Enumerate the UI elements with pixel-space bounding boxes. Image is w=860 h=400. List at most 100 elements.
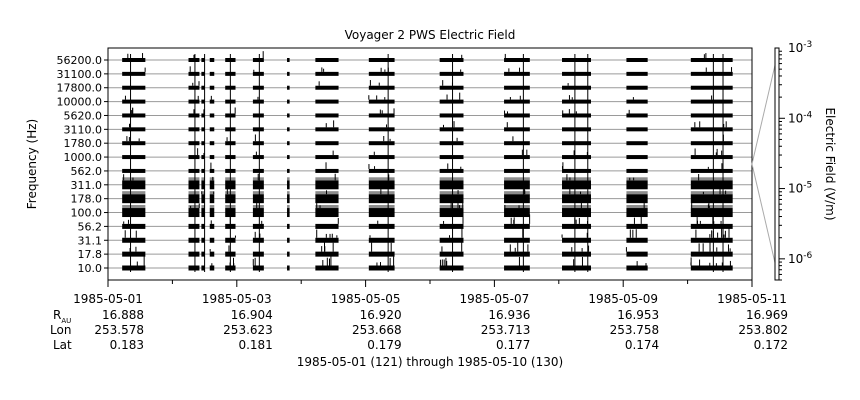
channel-segment <box>315 265 339 271</box>
channel-segment <box>368 113 395 118</box>
channel-segment <box>201 71 205 76</box>
channel-segment <box>315 194 339 204</box>
channel-segment <box>690 58 733 62</box>
channel-segment <box>122 85 146 90</box>
channel-segment <box>252 58 264 62</box>
spike-marks <box>123 51 733 272</box>
colorbar-label: Electric Field (V/m) <box>823 107 837 220</box>
channel-segment <box>690 223 733 229</box>
channel-segment <box>368 223 395 229</box>
channel-segment <box>252 237 264 243</box>
channel-segment <box>209 251 215 257</box>
channel-segment-band <box>690 191 733 195</box>
channel-segment <box>626 155 648 160</box>
channel-segment <box>188 58 200 62</box>
channel-segment <box>252 127 264 132</box>
channel-segment <box>626 237 648 243</box>
channel-segment <box>209 99 215 104</box>
channel-segment <box>504 99 530 104</box>
channel-segment-band <box>562 205 591 209</box>
channel-segment <box>188 99 200 104</box>
channel-segment <box>439 127 464 132</box>
channel-segment <box>315 168 339 173</box>
y-tick-label: 5620.0 <box>64 109 103 122</box>
channel-segment <box>122 168 146 173</box>
channel-segment <box>188 71 200 76</box>
channel-segment <box>504 251 530 257</box>
channel-segment <box>188 141 200 146</box>
channel-segment <box>252 71 264 76</box>
channel-segment <box>368 251 395 257</box>
channel-segment <box>439 85 464 90</box>
channel-segment-band <box>287 205 290 209</box>
channel-segment <box>626 194 648 204</box>
channel-segment-band <box>209 205 215 209</box>
channel-segment <box>122 127 146 132</box>
x-tick-label: 1985-05-07 <box>460 292 530 306</box>
channel-segment <box>209 113 215 118</box>
ephem-value-lon: 253.578 <box>94 323 144 337</box>
y-tick-label: 56200.0 <box>57 54 103 67</box>
channel-segment-band <box>504 205 530 209</box>
channel-segment <box>122 99 146 104</box>
y-tick-label: 10000.0 <box>57 96 103 109</box>
channel-segment <box>122 265 146 271</box>
channel-segment <box>209 208 215 218</box>
channel-segment <box>315 180 339 190</box>
colorbar-tick-label: 10-3 <box>788 40 812 55</box>
channel-segment <box>439 223 464 229</box>
channel-segment-band <box>188 177 200 181</box>
channel-segment <box>122 58 146 62</box>
channel-segment-band <box>315 177 339 181</box>
channel-segment <box>504 265 530 271</box>
channel-segment <box>252 180 264 190</box>
ephem-row-label-r: RAU <box>53 308 71 325</box>
channel-segment-band <box>252 191 264 195</box>
channel-segment <box>315 113 339 118</box>
channel-segment-band <box>690 205 733 209</box>
ephem-r-subscript: AU <box>61 317 71 325</box>
y-tick-label: 10.0 <box>78 262 103 275</box>
channel-segment <box>209 155 215 160</box>
channel-segment <box>188 194 200 204</box>
channel-segment <box>690 208 733 218</box>
y-tick-label: 31.1 <box>78 234 103 247</box>
channel-segment-band <box>626 177 648 181</box>
channel-segment <box>188 251 200 257</box>
channel-segment <box>690 251 733 257</box>
date-range-footer: 1985-05-01 (121) through 1985-05-10 (130… <box>297 355 563 369</box>
ephem-value-lon: 253.713 <box>481 323 531 337</box>
channel-segment <box>201 141 205 146</box>
channel-segment <box>562 168 591 173</box>
channel-segment-band <box>439 191 464 195</box>
channel-segment <box>209 85 215 90</box>
channel-segment <box>201 99 205 104</box>
ephem-value-r: 16.888 <box>102 308 144 322</box>
channel-segment-band <box>209 177 215 181</box>
channel-segment <box>287 71 290 76</box>
channel-segment <box>690 180 733 190</box>
channel-segment <box>315 251 339 257</box>
channel-segment <box>252 113 264 118</box>
channel-segment <box>315 155 339 160</box>
channel-segment <box>209 223 215 229</box>
ephemeris-table: RAU Lon Lat 16.888253.5780.18316.904253.… <box>50 308 788 352</box>
channel-segment <box>368 58 395 62</box>
channel-segment <box>626 127 648 132</box>
channel-segment <box>201 127 205 132</box>
channel-segment <box>626 58 648 62</box>
channel-segment <box>287 208 290 218</box>
channel-segment <box>626 208 648 218</box>
channel-segment <box>122 251 146 257</box>
channel-segment <box>504 127 530 132</box>
channel-segment <box>201 251 205 257</box>
x-tick-label: 1985-05-05 <box>331 292 401 306</box>
channel-segment-band <box>201 177 205 181</box>
channel-segment <box>287 251 290 257</box>
channel-segment <box>188 265 200 271</box>
channel-segment <box>439 141 464 146</box>
channel-segment <box>439 168 464 173</box>
channel-segment <box>368 208 395 218</box>
channel-segment <box>439 237 464 243</box>
channel-segment <box>201 265 205 271</box>
